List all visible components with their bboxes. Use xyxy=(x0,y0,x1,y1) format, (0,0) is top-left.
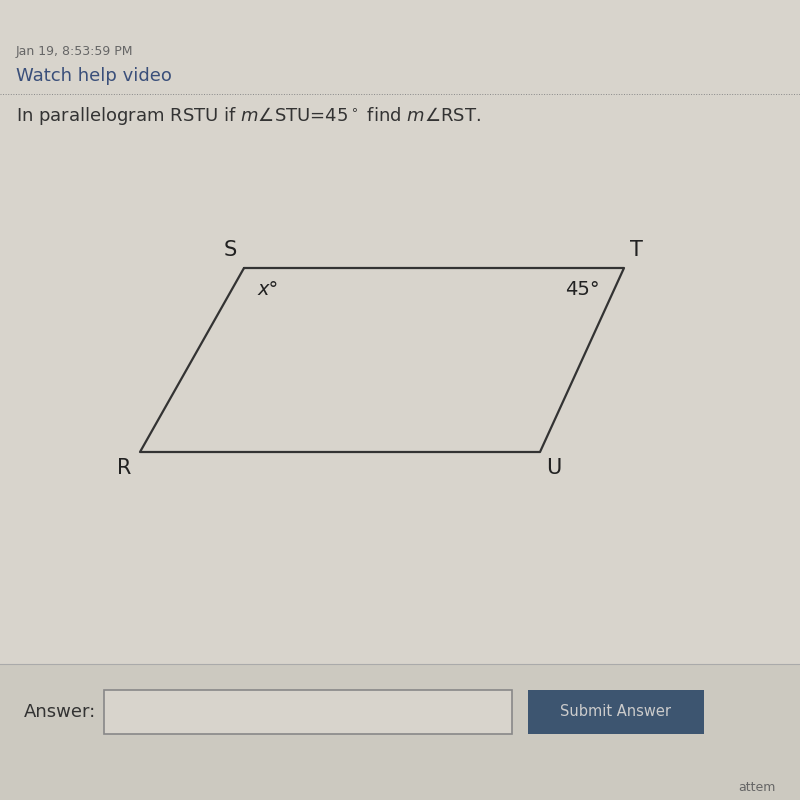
Text: Submit Answer: Submit Answer xyxy=(561,705,671,719)
FancyBboxPatch shape xyxy=(528,690,704,734)
Text: U: U xyxy=(546,458,562,478)
FancyBboxPatch shape xyxy=(0,664,800,800)
Text: x°: x° xyxy=(258,280,278,299)
FancyBboxPatch shape xyxy=(104,690,512,734)
Text: Jan 19, 8:53:59 PM: Jan 19, 8:53:59 PM xyxy=(16,46,134,58)
Text: Answer:: Answer: xyxy=(24,703,96,721)
Text: In parallelogram RSTU if $m\angle$STU=45$^\circ$ find $m\angle$RST.: In parallelogram RSTU if $m\angle$STU=45… xyxy=(16,105,481,127)
Text: S: S xyxy=(224,240,237,259)
Text: attem: attem xyxy=(738,781,776,794)
Text: 45°: 45° xyxy=(565,280,600,299)
Text: T: T xyxy=(630,240,642,259)
Text: Watch help video: Watch help video xyxy=(16,67,172,85)
Text: R: R xyxy=(117,458,131,478)
